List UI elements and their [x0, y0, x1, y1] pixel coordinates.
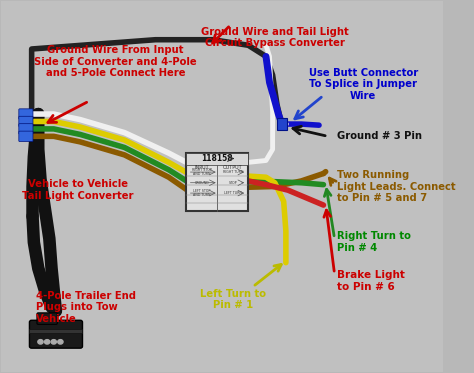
- Text: Right Turn to
Pin # 4: Right Turn to Pin # 4: [337, 231, 410, 253]
- FancyBboxPatch shape: [29, 320, 82, 348]
- Bar: [277, 118, 287, 130]
- Text: RIGHT TURN: RIGHT TURN: [223, 170, 243, 174]
- Text: Two Running
Light Leads. Connect
to Pin # 5 and 7: Two Running Light Leads. Connect to Pin …: [337, 170, 456, 203]
- Text: Left Turn to
Pin # 1: Left Turn to Pin # 1: [200, 289, 266, 310]
- Text: OUTPUT: OUTPUT: [223, 165, 243, 170]
- Circle shape: [51, 339, 56, 344]
- Text: 4-Pole Trailer End
Plugs into Tow
Vehicle: 4-Pole Trailer End Plugs into Tow Vehicl…: [36, 291, 136, 324]
- Text: STOP: STOP: [228, 181, 237, 185]
- Bar: [186, 153, 248, 164]
- Text: INPUT: INPUT: [194, 165, 209, 170]
- Text: LEFT STOP
AND TURN: LEFT STOP AND TURN: [193, 189, 210, 197]
- FancyBboxPatch shape: [37, 313, 57, 325]
- Text: Grould Wire and Tail Light
Circuit Bypass Converter: Grould Wire and Tail Light Circuit Bypas…: [201, 27, 349, 48]
- Text: Ground # 3 Pin: Ground # 3 Pin: [337, 131, 422, 141]
- Circle shape: [38, 339, 43, 344]
- Text: Use Butt Connector
To Splice in Jumper
Wire: Use Butt Connector To Splice in Jumper W…: [309, 68, 418, 101]
- Text: Brake Light
to Pin # 6: Brake Light to Pin # 6: [337, 270, 405, 292]
- Circle shape: [45, 339, 50, 344]
- Bar: [186, 153, 248, 211]
- FancyBboxPatch shape: [19, 109, 33, 119]
- FancyBboxPatch shape: [19, 124, 33, 134]
- Bar: [29, 329, 82, 333]
- Circle shape: [58, 339, 63, 344]
- Text: Ground Wire From Input
Side of Converter and 4-Pole
and 5-Pole Connect Here: Ground Wire From Input Side of Converter…: [34, 45, 197, 78]
- Text: Vehicle to Vehicle
Tail Light Converter: Vehicle to Vehicle Tail Light Converter: [22, 179, 134, 201]
- FancyBboxPatch shape: [19, 131, 33, 141]
- Text: LEFT TURN: LEFT TURN: [224, 191, 242, 195]
- Text: RIGHT STOP
AND TURN: RIGHT STOP AND TURN: [192, 168, 212, 176]
- Text: GROUND: GROUND: [194, 181, 209, 185]
- FancyBboxPatch shape: [19, 116, 33, 127]
- Text: 118158: 118158: [201, 154, 233, 163]
